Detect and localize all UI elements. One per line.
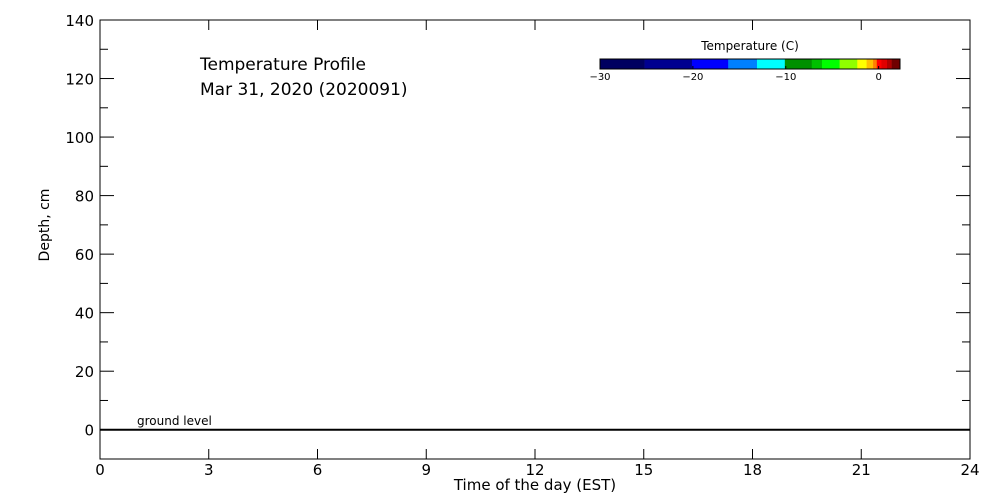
colorbar-segment bbox=[839, 59, 858, 69]
colorbar: −30 −20 −10 0 bbox=[589, 58, 901, 83]
colorbar-segment bbox=[891, 59, 901, 69]
colorbar-segment bbox=[881, 59, 888, 69]
colorbar-tick-label: −20 bbox=[682, 72, 703, 83]
x-tick-label: 24 bbox=[960, 461, 979, 479]
y-tick-label: 0 bbox=[84, 422, 94, 440]
y-tick-label: 40 bbox=[75, 305, 94, 323]
y-tick-label: 100 bbox=[65, 129, 94, 147]
x-tick-label: 6 bbox=[313, 461, 323, 479]
colorbar-segment bbox=[691, 59, 729, 69]
y-tick-label: 120 bbox=[65, 71, 94, 89]
colorbar-tick-label: −30 bbox=[589, 72, 610, 83]
colorbar-segment bbox=[886, 59, 892, 69]
ground-level-label: ground level bbox=[137, 414, 212, 428]
y-tick-label: 20 bbox=[75, 363, 94, 381]
colorbar-segment bbox=[644, 59, 693, 69]
colorbar-segment bbox=[756, 59, 786, 69]
x-tick-label: 9 bbox=[421, 461, 431, 479]
axes: 0 20 40 60 80 100 120 140 0 3 6 9 12 15 18 21 24 bbox=[65, 12, 979, 479]
colorbar-tick-label: 0 bbox=[875, 72, 881, 83]
x-tick-label: 3 bbox=[204, 461, 214, 479]
y-axis-label: Depth, cm bbox=[37, 189, 53, 262]
colorbar-segment bbox=[876, 59, 882, 69]
colorbar-frame bbox=[599, 58, 901, 70]
colorbar-segment bbox=[821, 59, 840, 69]
colorbar-segment bbox=[811, 59, 823, 69]
colorbar-segment bbox=[600, 59, 645, 69]
colorbar-segment bbox=[728, 59, 758, 69]
x-tick-label: 21 bbox=[852, 461, 871, 479]
colorbar-segment bbox=[873, 59, 878, 69]
y-tick-label: 80 bbox=[75, 188, 94, 206]
x-tick-label: 18 bbox=[743, 461, 762, 479]
y-tick-label: 60 bbox=[75, 246, 94, 264]
colorbar-tick-label: −10 bbox=[775, 72, 796, 83]
y-tick-label: 140 bbox=[65, 12, 94, 30]
colorbar-segment bbox=[784, 59, 813, 69]
colorbar-segment bbox=[866, 59, 874, 69]
colorbar-title: Temperature (C) bbox=[700, 39, 799, 53]
x-tick-label: 15 bbox=[634, 461, 653, 479]
colorbar-segment bbox=[857, 59, 867, 69]
x-tick-label: 0 bbox=[95, 461, 105, 479]
x-axis-label: Time of the day (EST) bbox=[453, 476, 616, 494]
chart-title: Temperature Profile bbox=[199, 55, 366, 75]
chart-subtitle: Mar 31, 2020 (2020091) bbox=[200, 80, 408, 100]
x-tick-label: 12 bbox=[525, 461, 544, 479]
